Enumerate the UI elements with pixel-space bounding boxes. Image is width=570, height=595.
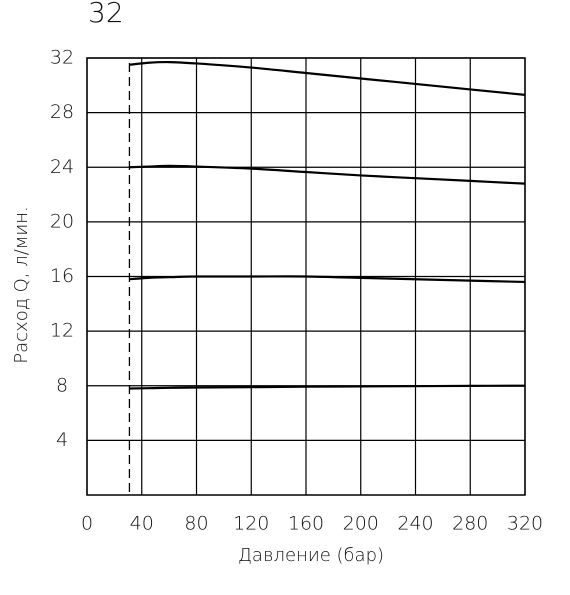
x-tick-label: 320 [507,513,543,535]
x-tick-label: 280 [452,513,488,535]
series-line [129,275,526,284]
y-tick-label: 16 [50,265,74,287]
y-tick-label: 4 [56,429,68,451]
y-tick-label: 24 [50,156,74,178]
x-tick-label: 40 [130,513,154,535]
y-tick-label: 28 [50,101,74,123]
y-axis-label: Расход Q, л/мин. [11,206,32,363]
x-tick-label: 0 [81,513,93,535]
plot-frame [86,57,526,496]
x-tick-label: 120 [233,513,269,535]
series-line [129,384,526,390]
series-line [129,164,526,185]
heading: 32 [88,0,124,29]
x-tick-label: 200 [343,513,379,535]
x-tick-label: 240 [397,513,433,535]
y-tick-label: 12 [50,320,74,342]
y-tick-label: 20 [50,210,74,232]
x-axis-label: Давление (бар) [238,545,384,566]
y-tick-label: 8 [56,374,68,396]
series-line [129,60,526,96]
x-tick-label: 80 [184,513,208,535]
x-tick-label: 160 [288,513,324,535]
y-tick-label: 32 [50,47,74,69]
